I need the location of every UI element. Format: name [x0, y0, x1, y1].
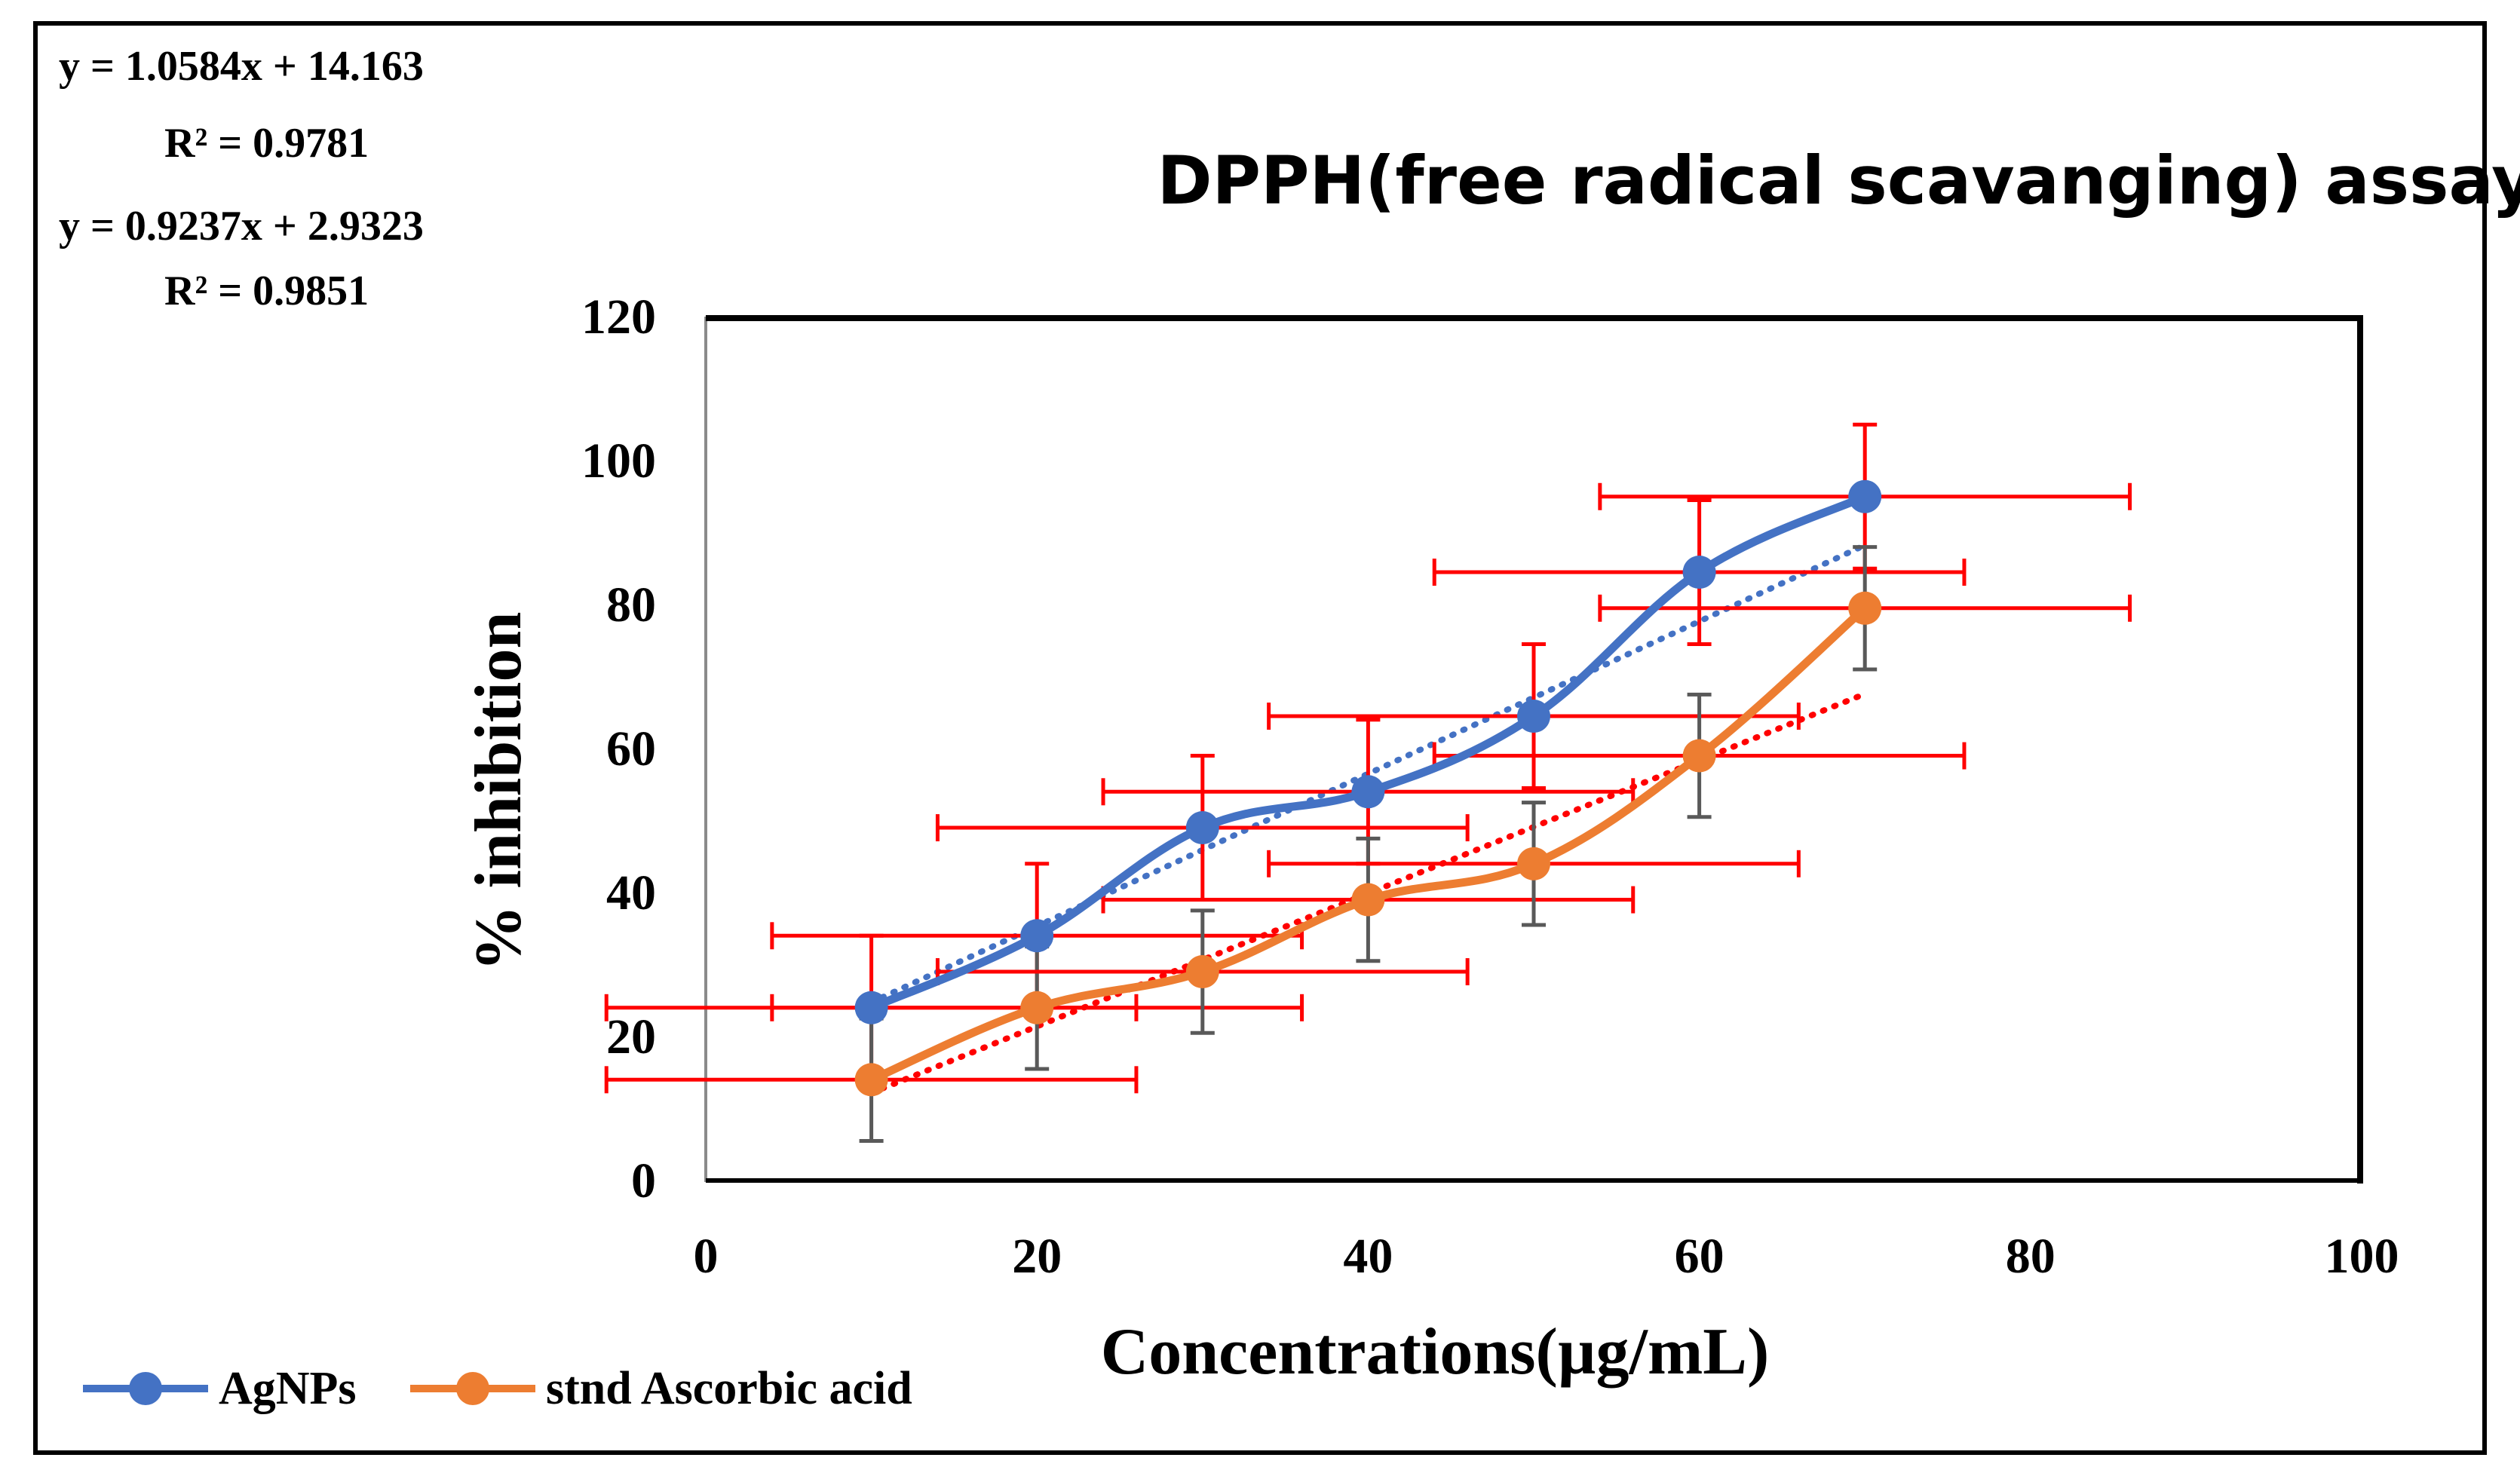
x-axis-label: Concentrations(µg/mL) [1101, 1315, 1770, 1389]
x-tick-label: 40 [1343, 1229, 1393, 1284]
data-point-agnps [1351, 775, 1385, 809]
legend-marker-ascorbic [456, 1372, 489, 1405]
y-tick-label: 60 [606, 721, 656, 776]
r2-agnps: R² = 0.9781 [164, 120, 369, 167]
legend-label-agnps: AgNPs [219, 1363, 357, 1414]
equation-ascorbic: y = 0.9237x + 2.9323 [59, 203, 424, 250]
data-point-ascorbic [1351, 883, 1385, 917]
data-point-ascorbic [1848, 591, 1882, 625]
y-tick-label: 20 [606, 1009, 656, 1064]
y-tick-label: 80 [606, 577, 656, 632]
data-point-agnps [1020, 919, 1054, 953]
r2-ascorbic: R² = 0.9851 [164, 268, 369, 314]
data-point-ascorbic [1517, 847, 1550, 880]
legend-label-ascorbic: stnd Ascorbic acid [546, 1363, 912, 1414]
data-point-agnps [1517, 700, 1550, 733]
x-tick-label: 0 [694, 1229, 719, 1284]
data-point-ascorbic [1020, 991, 1054, 1024]
data-point-agnps [854, 991, 888, 1024]
data-point-agnps [1682, 556, 1716, 589]
data-point-ascorbic [1682, 739, 1716, 773]
x-tick-label: 80 [2006, 1229, 2056, 1284]
data-point-ascorbic [1185, 955, 1219, 989]
y-tick-label: 0 [631, 1153, 656, 1208]
x-tick-label: 20 [1012, 1229, 1062, 1284]
figure-frame [33, 21, 2487, 1455]
equation-agnps: y = 1.0584x + 14.163 [59, 43, 424, 90]
data-point-ascorbic [854, 1063, 888, 1097]
y-tick-label: 40 [606, 865, 656, 920]
x-tick-label: 100 [2325, 1229, 2399, 1284]
legend: AgNPs stnd Ascorbic acid [83, 1363, 912, 1414]
chart-title: DPPH(free radical scavanging) assay [1157, 142, 2520, 219]
y-tick-label: 100 [581, 433, 656, 488]
data-point-agnps [1185, 811, 1219, 845]
y-axis-label: % inhibition [462, 612, 535, 972]
legend-marker-agnps [129, 1372, 162, 1405]
y-tick-label: 120 [581, 289, 656, 345]
x-tick-label: 60 [1675, 1229, 1724, 1284]
data-point-agnps [1848, 479, 1882, 513]
